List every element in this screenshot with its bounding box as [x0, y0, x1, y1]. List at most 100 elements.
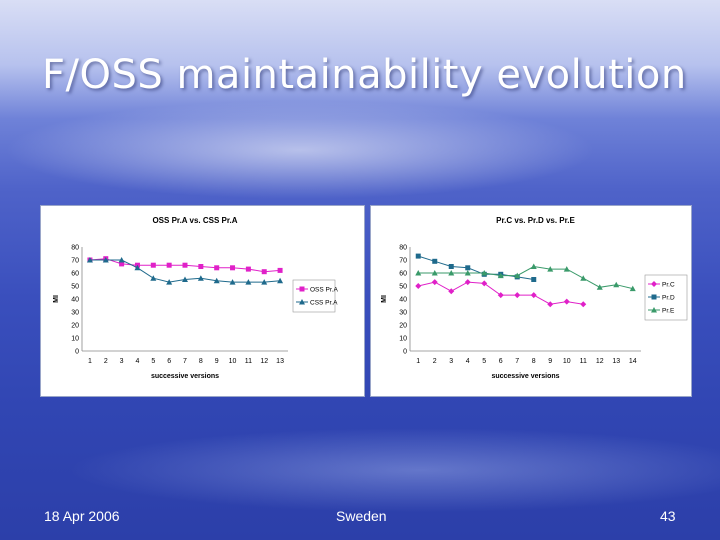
chart-0-series-css-pr-a-point — [213, 277, 220, 284]
chart-1-series-pr-e-point — [629, 285, 636, 292]
chart-1-series-pr-c-point — [497, 292, 504, 299]
chart-1-series-pr-c-point — [431, 279, 438, 286]
chart-1-y-tick-label: 50 — [399, 284, 407, 291]
chart-0-series-css-pr-a-point — [134, 264, 141, 271]
chart-0-x-tick-label: 4 — [136, 358, 140, 365]
chart-0-y-tick-label: 20 — [71, 323, 79, 330]
slide-title: F/OSS maintainability evolution — [42, 52, 687, 98]
chart-1-series-pr-e-point — [530, 263, 537, 269]
chart-prc-prd-pre: Pr.C vs. Pr.D vs. Pr.E 0 10 20 30 40 50 60 70 80 1… — [370, 205, 692, 397]
chart-1-series-pr-e-point — [448, 270, 455, 276]
chart-1-y-tick-label: 60 — [399, 271, 407, 278]
chart-1-legend-marker — [651, 307, 657, 313]
chart-0-x-tick-label: 5 — [151, 358, 155, 365]
chart-0-x-tick-label: 7 — [183, 358, 187, 365]
chart-0-y-tick-label: 10 — [71, 336, 79, 343]
chart-0-y-tick-label: 70 — [71, 258, 79, 265]
chart-prc-prd-pre-svg: Pr.C vs. Pr.D vs. Pr.E 0 10 20 30 40 50 60 70 80 1… — [381, 216, 688, 380]
chart-0-y-tick-label: 80 — [71, 245, 79, 252]
chart-1-title: Pr.C vs. Pr.D vs. Pr.E — [496, 216, 575, 225]
chart-1-series-pr-e-point — [563, 266, 570, 272]
chart-0-series-css-pr-a-point — [102, 257, 109, 263]
chart-0-x-tick-label: 13 — [276, 358, 284, 365]
chart-0-series-oss-pr-a-point — [245, 266, 251, 272]
chart-1-series-pr-e-point — [431, 270, 438, 276]
chart-0-title: OSS Pr.A vs. CSS Pr.A — [152, 216, 237, 225]
chart-0-series-oss-pr-a-point — [277, 267, 283, 273]
chart-1-series-pr-d-point — [465, 265, 471, 271]
chart-1-y-tick-label: 20 — [399, 323, 407, 330]
chart-1-series-pr-c-point — [415, 283, 422, 289]
chart-1-series-pr-c-point — [580, 301, 587, 308]
chart-0-series-css-pr-a-point — [166, 279, 173, 285]
chart-0-x-tick-label: 10 — [229, 358, 237, 365]
chart-1-series-pr-d-point — [531, 277, 537, 282]
chart-1-legend-marker — [651, 281, 657, 287]
chart-0-y-axis-label: MI — [53, 295, 60, 303]
chart-1-series-pr-e-point — [497, 272, 504, 279]
chart-1-x-tick-label: 4 — [466, 358, 470, 365]
chart-1-legend-label: Pr.C — [662, 282, 675, 289]
chart-0-legend-label: CSS Pr.A — [310, 300, 338, 307]
chart-1-series-pr-e-point — [464, 270, 471, 276]
chart-1-x-tick-label: 1 — [416, 358, 420, 365]
chart-1-series-pr-e-line — [418, 265, 633, 290]
chart-0-series-css-pr-a-point — [261, 279, 268, 285]
chart-0-series-css-pr-a-point — [86, 257, 93, 263]
chart-1-x-tick-label: 5 — [482, 358, 486, 365]
footer-date: 18 Apr 2006 — [44, 508, 120, 524]
chart-1-x-tick-label: 9 — [548, 358, 552, 365]
chart-1-series-pr-c-point — [530, 292, 537, 299]
chart-1-x-tick-label: 8 — [532, 358, 536, 365]
chart-0-series-css-pr-a-point — [245, 279, 252, 285]
chart-1-x-tick-label: 7 — [515, 358, 519, 365]
chart-0-series-oss-pr-a-point — [214, 265, 220, 271]
chart-1-series-pr-c-point — [464, 279, 471, 286]
chart-0-legend-marker — [299, 299, 305, 305]
chart-1-y-tick-label: 80 — [399, 245, 407, 252]
chart-1-series-pr-c-point — [547, 301, 554, 308]
chart-0-series-css-pr-a-point — [182, 276, 188, 282]
chart-1-x-tick-label: 13 — [612, 358, 620, 365]
chart-0-series-css-pr-a-point — [197, 275, 204, 281]
chart-0-x-tick-label: 11 — [245, 358, 252, 365]
chart-1-x-tick-label: 11 — [580, 358, 587, 365]
chart-1-x-tick-label: 2 — [433, 358, 437, 365]
chart-0-series-css-pr-a-point — [277, 277, 284, 284]
chart-1-x-tick-label: 6 — [499, 358, 503, 365]
chart-0-y-tick-label: 50 — [71, 284, 79, 291]
chart-1-x-axis-label: successive versions — [491, 373, 559, 380]
chart-0-x-tick-label: 2 — [104, 358, 108, 365]
chart-1-series-pr-c-point — [481, 280, 488, 287]
chart-oss-vs-css: OSS Pr.A vs. CSS Pr.A 0 10 20 30 40 50 60 70 80 1 2… — [40, 205, 365, 397]
chart-1-y-tick-label: 10 — [399, 336, 407, 343]
chart-0-series-css-pr-a-point — [118, 257, 125, 263]
chart-0-x-tick-label: 6 — [167, 358, 171, 365]
chart-1-legend-marker — [651, 294, 657, 300]
chart-0-x-tick-label: 3 — [120, 358, 124, 365]
chart-0-legend-label: OSS Pr.A — [310, 287, 338, 294]
chart-0-series-css-pr-a-point — [150, 275, 157, 281]
chart-1-series-pr-e-point — [514, 272, 521, 279]
chart-1-series-pr-c-point — [514, 292, 521, 299]
chart-1-series-pr-e-point — [547, 266, 554, 272]
chart-0-x-axis-label: successive versions — [151, 373, 219, 380]
chart-0-y-tick-label: 60 — [71, 271, 79, 278]
chart-0-series-oss-pr-a-point — [119, 261, 125, 267]
chart-0-series-oss-pr-a-point — [198, 264, 204, 269]
chart-0-x-tick-label: 8 — [199, 358, 203, 365]
chart-0-series-oss-pr-a-point — [182, 262, 188, 268]
chart-0-legend — [292, 279, 336, 313]
chart-0-series-css-pr-a-point — [229, 279, 236, 285]
chart-1-series-pr-e-point — [415, 270, 422, 276]
chart-1-y-axis-label: MI — [381, 295, 388, 303]
chart-0-legend-marker — [299, 286, 305, 292]
footer-page-number: 43 — [660, 508, 676, 524]
chart-1-y-tick-label: 40 — [399, 297, 407, 304]
chart-1-series-pr-d-point — [448, 264, 454, 269]
chart-1-series-pr-d-point — [415, 253, 421, 259]
chart-1-series-pr-c-point — [563, 298, 570, 305]
chart-1-series-pr-e-point — [580, 275, 587, 281]
chart-1-y-tick-label: 70 — [399, 258, 407, 265]
